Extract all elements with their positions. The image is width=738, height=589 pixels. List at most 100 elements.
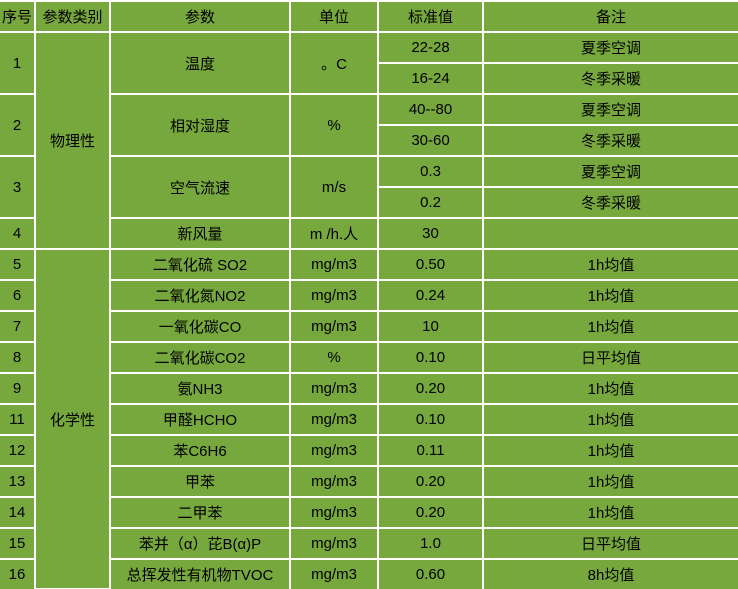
table-row: 9 氨NH3 mg/m3 0.20 1h均值 (0, 372, 738, 405)
unit-cell: mg/m3 (289, 558, 379, 589)
column-header-standard-value: 标准值 (377, 0, 484, 33)
unit-cell: m /h.人 (289, 217, 379, 250)
note-cell: 1h均值 (482, 465, 738, 498)
value-cell: 0.10 (377, 403, 484, 436)
note-cell: 1h均值 (482, 496, 738, 529)
unit-cell: mg/m3 (289, 465, 379, 498)
table-row: 15 苯并（α）芘B(α)P mg/m3 1.0 日平均值 (0, 527, 738, 560)
param-cell: 二甲苯 (109, 496, 291, 529)
note-cell: 8h均值 (482, 558, 738, 589)
category-cell-chemical: 化学性 (34, 248, 111, 589)
serial-cell: 5 (0, 248, 36, 281)
value-cell: 22-28 (377, 31, 484, 64)
param-cell: 甲醛HCHO (109, 403, 291, 436)
note-cell: 冬季采暖 (482, 62, 738, 95)
param-cell: 总挥发性有机物TVOC (109, 558, 291, 589)
note-cell: 夏季空调 (482, 155, 738, 188)
serial-cell: 13 (0, 465, 36, 498)
table-row: 0.2 冬季采暖 (0, 186, 738, 219)
table-row: 6 二氧化氮NO2 mg/m3 0.24 1h均值 (0, 279, 738, 312)
param-cell: 空气流速 (109, 155, 291, 219)
value-cell: 0.24 (377, 279, 484, 312)
note-cell: 日平均值 (482, 527, 738, 560)
note-cell (482, 217, 738, 250)
note-cell: 夏季空调 (482, 93, 738, 126)
value-cell: 10 (377, 310, 484, 343)
serial-cell: 12 (0, 434, 36, 467)
table-row: 30-60 冬季采暖 (0, 124, 738, 157)
unit-cell: m/s (289, 155, 379, 219)
value-cell: 30-60 (377, 124, 484, 157)
column-header-serial: 序号 (0, 0, 36, 33)
unit-cell: mg/m3 (289, 434, 379, 467)
param-cell: 一氧化碳CO (109, 310, 291, 343)
serial-cell: 9 (0, 372, 36, 405)
serial-cell: 7 (0, 310, 36, 343)
unit-cell: mg/m3 (289, 279, 379, 312)
serial-cell: 14 (0, 496, 36, 529)
note-cell: 1h均值 (482, 310, 738, 343)
value-cell: 0.20 (377, 465, 484, 498)
value-cell: 0.2 (377, 186, 484, 219)
param-cell: 温度 (109, 31, 291, 95)
param-cell: 苯并（α）芘B(α)P (109, 527, 291, 560)
param-cell: 二氧化氮NO2 (109, 279, 291, 312)
table-row: 14 二甲苯 mg/m3 0.20 1h均值 (0, 496, 738, 529)
table-row: 13 甲苯 mg/m3 0.20 1h均值 (0, 465, 738, 498)
note-cell: 冬季采暖 (482, 124, 738, 157)
serial-cell: 6 (0, 279, 36, 312)
serial-cell: 16 (0, 558, 36, 589)
unit-cell: mg/m3 (289, 372, 379, 405)
note-cell: 1h均值 (482, 434, 738, 467)
value-cell: 0.60 (377, 558, 484, 589)
unit-cell: mg/m3 (289, 527, 379, 560)
value-cell: 40--80 (377, 93, 484, 126)
table-row: 12 苯C6H6 mg/m3 0.11 1h均值 (0, 434, 738, 467)
table-row: 1 物理性 温度 。C 22-28 夏季空调 (0, 31, 738, 250)
table-row: 16 总挥发性有机物TVOC mg/m3 0.60 8h均值 (0, 558, 738, 589)
serial-cell: 1 (0, 31, 36, 95)
param-cell: 二氧化硫 SO2 (109, 248, 291, 281)
param-cell: 苯C6H6 (109, 434, 291, 467)
note-cell: 日平均值 (482, 341, 738, 374)
column-header-remark: 备注 (482, 0, 738, 33)
note-cell: 1h均值 (482, 279, 738, 312)
param-cell: 氨NH3 (109, 372, 291, 405)
table-row: 16-24 冬季采暖 (0, 62, 738, 95)
column-header-parameter: 参数 (109, 0, 291, 33)
unit-cell: mg/m3 (289, 310, 379, 343)
serial-cell: 8 (0, 341, 36, 374)
note-cell: 冬季采暖 (482, 186, 738, 219)
column-header-category: 参数类别 (34, 0, 111, 33)
value-cell: 0.10 (377, 341, 484, 374)
note-cell: 夏季空调 (482, 31, 738, 64)
header-row: 序号 参数类别 参数 单位 标准值 备注 (0, 0, 738, 33)
value-cell: 0.20 (377, 496, 484, 529)
serial-cell: 15 (0, 527, 36, 560)
note-cell: 1h均值 (482, 248, 738, 281)
table-row: 7 一氧化碳CO mg/m3 10 1h均值 (0, 310, 738, 343)
column-header-unit: 单位 (289, 0, 379, 33)
serial-cell: 2 (0, 93, 36, 157)
param-cell: 二氧化碳CO2 (109, 341, 291, 374)
unit-cell: mg/m3 (289, 496, 379, 529)
note-cell: 1h均值 (482, 403, 738, 436)
table-row: 5 化学性 二氧化硫 SO2 mg/m3 0.50 1h均值 (0, 248, 738, 589)
value-cell: 16-24 (377, 62, 484, 95)
note-cell: 1h均值 (482, 372, 738, 405)
value-cell: 0.3 (377, 155, 484, 188)
serial-cell: 4 (0, 217, 36, 250)
serial-cell: 11 (0, 403, 36, 436)
value-cell: 30 (377, 217, 484, 250)
table-row: 2 相对湿度 % 40--80 夏季空调 (0, 93, 738, 157)
unit-cell: mg/m3 (289, 248, 379, 281)
value-cell: 0.50 (377, 248, 484, 281)
unit-cell: mg/m3 (289, 403, 379, 436)
param-cell: 相对湿度 (109, 93, 291, 157)
value-cell: 0.20 (377, 372, 484, 405)
unit-cell: % (289, 93, 379, 157)
unit-cell: 。C (289, 31, 379, 95)
table-row: 11 甲醛HCHO mg/m3 0.10 1h均值 (0, 403, 738, 436)
